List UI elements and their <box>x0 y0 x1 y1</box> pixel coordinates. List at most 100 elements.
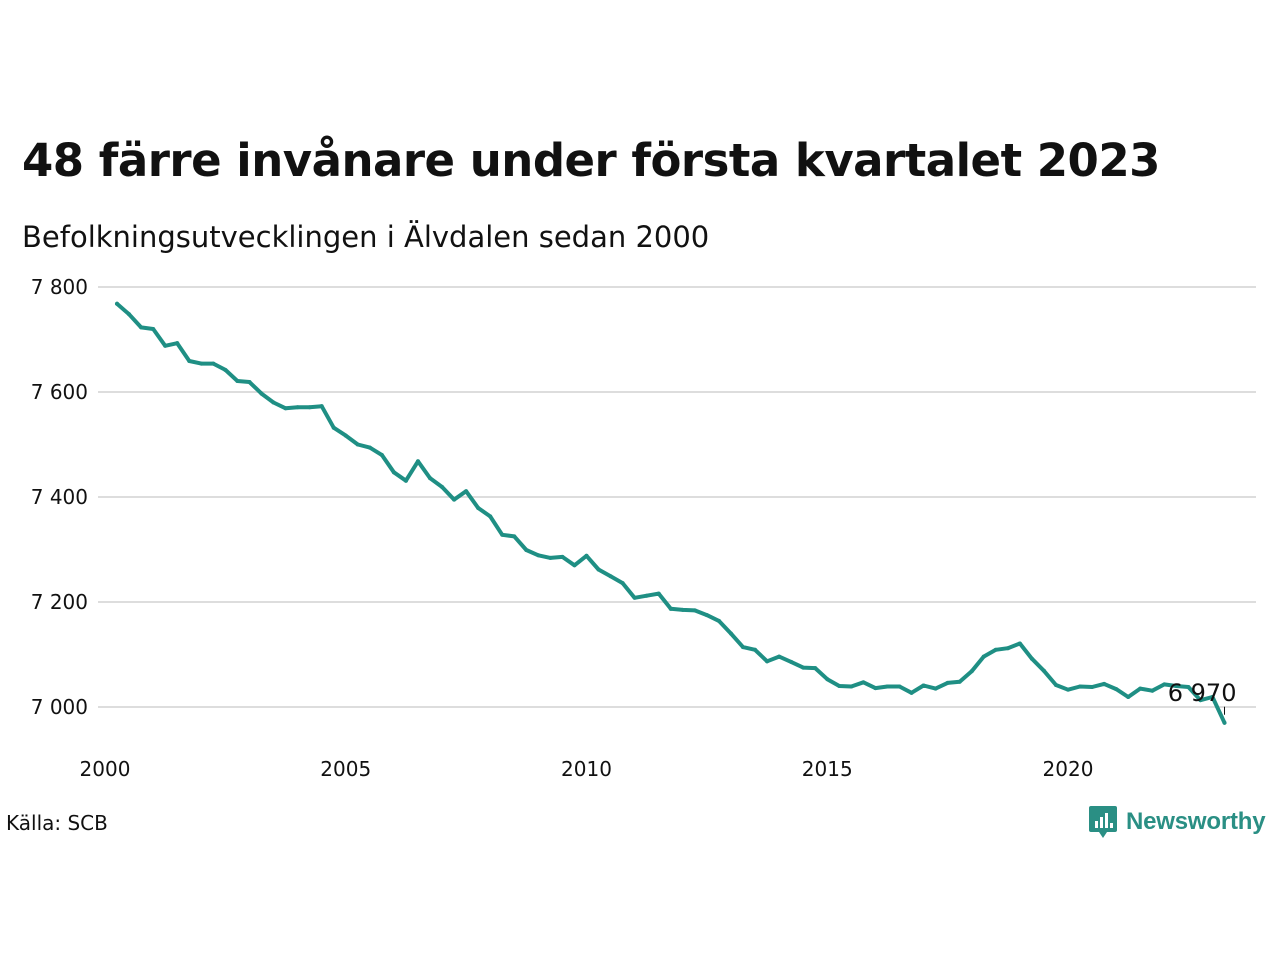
data-point <box>632 595 637 600</box>
newsworthy-logo[interactable]: Newsworthy <box>1088 804 1266 840</box>
x-tick-label: 2015 <box>802 757 853 781</box>
gridlines <box>98 286 1256 708</box>
data-point <box>355 442 360 447</box>
data-point <box>572 563 577 568</box>
data-point <box>1126 695 1131 700</box>
data-point <box>777 654 782 659</box>
newsworthy-logo-icon <box>1089 806 1117 838</box>
data-point <box>500 532 505 537</box>
data-point <box>1041 668 1046 673</box>
data-point <box>211 361 216 366</box>
data-point <box>1198 698 1203 703</box>
x-tick-label: 2005 <box>320 757 371 781</box>
data-point <box>548 555 553 560</box>
data-point <box>259 391 264 396</box>
data-point <box>993 647 998 652</box>
y-tick-label: 7 000 <box>31 695 88 719</box>
data-point <box>524 548 529 553</box>
data-point <box>1150 688 1155 693</box>
x-tick-label: 2010 <box>561 757 612 781</box>
data-point <box>801 665 806 670</box>
data-point <box>488 514 493 519</box>
data-point <box>1005 646 1010 651</box>
data-point <box>1162 682 1167 687</box>
data-point <box>512 534 517 539</box>
data-point <box>1029 656 1034 661</box>
data-point <box>1090 685 1095 690</box>
data-point <box>753 647 758 652</box>
y-tick-label: 7 600 <box>31 380 88 404</box>
newsworthy-logo-text: Newsworthy <box>1126 808 1266 835</box>
data-point <box>391 470 396 475</box>
data-point <box>981 654 986 659</box>
data-point <box>1078 684 1083 689</box>
data-point <box>921 683 926 688</box>
series-layer <box>115 301 1227 725</box>
data-point <box>187 359 192 364</box>
data-point <box>584 553 589 558</box>
data-point <box>849 684 854 689</box>
data-point <box>728 631 733 636</box>
data-point <box>1017 641 1022 646</box>
y-tick-label: 7 400 <box>31 485 88 509</box>
data-point <box>656 591 661 596</box>
data-point <box>861 680 866 685</box>
data-point <box>1210 695 1215 700</box>
data-point <box>295 405 300 410</box>
annotation-layer: 6 970 <box>1168 679 1236 715</box>
data-point <box>933 686 938 691</box>
data-point <box>596 567 601 572</box>
data-point <box>813 666 818 671</box>
data-point <box>127 312 132 317</box>
data-point <box>969 669 974 674</box>
data-point <box>452 497 457 502</box>
y-tick-label: 7 800 <box>31 275 88 299</box>
data-point <box>957 679 962 684</box>
data-point <box>151 327 156 331</box>
data-point <box>307 405 312 410</box>
data-point <box>331 425 336 430</box>
data-point <box>897 684 902 689</box>
x-tick-label: 2000 <box>80 757 131 781</box>
data-point <box>560 554 565 559</box>
source-note: Källa: SCB <box>6 811 108 835</box>
data-point <box>873 686 878 691</box>
data-point <box>692 608 697 613</box>
data-point <box>428 476 433 481</box>
data-point <box>271 400 276 405</box>
data-point <box>415 459 420 464</box>
data-point <box>644 593 649 598</box>
data-point <box>115 301 120 306</box>
data-point <box>440 485 445 490</box>
data-point <box>620 581 625 586</box>
data-point <box>1174 684 1179 688</box>
data-point <box>403 478 408 483</box>
data-point <box>789 659 794 664</box>
data-point <box>1138 686 1143 691</box>
data-point <box>885 684 890 689</box>
data-point <box>704 613 709 618</box>
chart-subtitle: Befolkningsutvecklingen i Älvdalen sedan… <box>22 220 710 254</box>
series-line <box>115 301 1227 725</box>
data-point <box>740 645 745 650</box>
data-point <box>909 690 914 695</box>
data-point <box>319 404 324 409</box>
data-point <box>945 680 950 685</box>
data-point <box>175 341 180 346</box>
data-point <box>837 684 842 688</box>
data-point <box>716 618 721 623</box>
data-point <box>235 378 240 383</box>
data-point <box>765 659 770 664</box>
data-point <box>223 367 228 372</box>
data-point <box>199 361 204 366</box>
x-axis-tick-labels: 2000 2005 2010 2015 2020 <box>80 757 1094 781</box>
data-point <box>536 553 541 558</box>
y-axis-tick-labels: 7 000 7 200 7 400 7 600 7 800 <box>31 275 88 719</box>
data-point <box>476 506 481 511</box>
data-point <box>680 607 685 612</box>
data-point <box>139 325 144 330</box>
data-point <box>283 406 288 411</box>
data-point <box>464 489 469 494</box>
data-point <box>163 343 168 348</box>
